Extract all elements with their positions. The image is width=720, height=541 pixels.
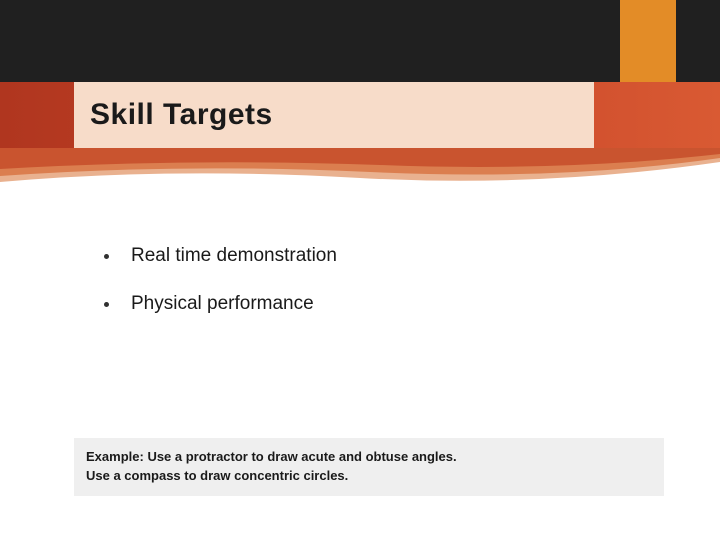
header-swoosh (0, 148, 720, 198)
accent-tab (620, 0, 676, 82)
bullet-icon (104, 254, 109, 259)
slide-title: Skill Targets (90, 98, 273, 132)
example-line2: Use a compass to draw concentric circles… (86, 468, 348, 483)
bullet-list: Real time demonstration Physical perform… (104, 245, 337, 341)
list-item: Real time demonstration (104, 245, 337, 267)
example-text: Example: Use a protractor to draw acute … (86, 448, 652, 486)
bullet-icon (104, 302, 109, 307)
title-card: Skill Targets (74, 82, 594, 148)
list-item: Physical performance (104, 293, 337, 315)
bullet-text: Physical performance (131, 293, 314, 315)
top-dark-band (0, 0, 720, 82)
bullet-text: Real time demonstration (131, 245, 337, 267)
example-box: Example: Use a protractor to draw acute … (74, 438, 664, 496)
example-line1: Use a protractor to draw acute and obtus… (147, 449, 456, 464)
example-label: Example: (86, 449, 144, 464)
